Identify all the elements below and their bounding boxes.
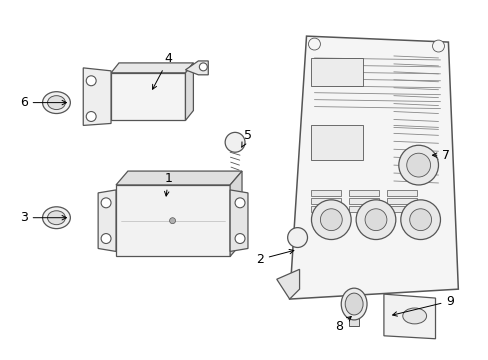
Circle shape <box>311 200 350 239</box>
Bar <box>348 318 358 326</box>
Polygon shape <box>116 171 242 185</box>
Circle shape <box>199 63 207 71</box>
Polygon shape <box>230 190 247 251</box>
Circle shape <box>400 200 440 239</box>
Circle shape <box>432 40 444 52</box>
Ellipse shape <box>345 293 362 315</box>
Circle shape <box>409 209 431 231</box>
Ellipse shape <box>341 288 366 320</box>
Ellipse shape <box>42 92 70 113</box>
Polygon shape <box>83 68 111 125</box>
Ellipse shape <box>402 308 426 324</box>
Polygon shape <box>116 185 230 256</box>
Bar <box>311 125 362 160</box>
Text: 5: 5 <box>241 129 251 147</box>
Polygon shape <box>276 269 299 299</box>
Circle shape <box>406 153 429 177</box>
Bar <box>61 214 63 222</box>
Bar <box>50 99 53 107</box>
Ellipse shape <box>47 96 65 109</box>
Circle shape <box>224 132 244 152</box>
Circle shape <box>365 209 386 231</box>
Text: 9: 9 <box>392 294 453 316</box>
Polygon shape <box>98 190 116 251</box>
Polygon shape <box>230 171 242 256</box>
Bar <box>311 264 343 280</box>
Bar <box>386 206 416 212</box>
Polygon shape <box>289 36 457 299</box>
Circle shape <box>355 200 395 239</box>
Circle shape <box>287 228 307 247</box>
Text: 2: 2 <box>255 249 293 266</box>
Bar <box>55 99 59 107</box>
Circle shape <box>101 234 111 243</box>
Bar <box>311 198 341 204</box>
Bar <box>386 198 416 204</box>
Bar <box>348 198 378 204</box>
Bar <box>61 99 63 107</box>
Ellipse shape <box>47 211 65 225</box>
Circle shape <box>320 209 342 231</box>
Text: 3: 3 <box>20 211 66 224</box>
Polygon shape <box>111 73 185 121</box>
Circle shape <box>86 76 96 86</box>
Bar <box>311 58 362 86</box>
Circle shape <box>169 218 175 224</box>
Text: 6: 6 <box>20 96 66 109</box>
Circle shape <box>235 234 244 243</box>
Circle shape <box>398 145 438 185</box>
Ellipse shape <box>42 207 70 229</box>
Circle shape <box>235 198 244 208</box>
Polygon shape <box>185 61 208 75</box>
Bar <box>55 214 59 222</box>
Circle shape <box>86 112 96 121</box>
Circle shape <box>101 198 111 208</box>
Bar <box>348 190 378 196</box>
Text: 4: 4 <box>152 53 172 89</box>
Bar <box>311 206 341 212</box>
Polygon shape <box>185 63 193 121</box>
Bar <box>390 264 422 280</box>
Text: 7: 7 <box>431 149 449 162</box>
Polygon shape <box>383 294 435 339</box>
Bar <box>311 190 341 196</box>
Polygon shape <box>111 63 193 73</box>
Bar <box>350 264 382 280</box>
Bar <box>386 190 416 196</box>
Bar <box>348 206 378 212</box>
Circle shape <box>308 38 320 50</box>
Text: 8: 8 <box>335 316 350 333</box>
Bar <box>50 214 53 222</box>
Text: 1: 1 <box>164 171 172 196</box>
